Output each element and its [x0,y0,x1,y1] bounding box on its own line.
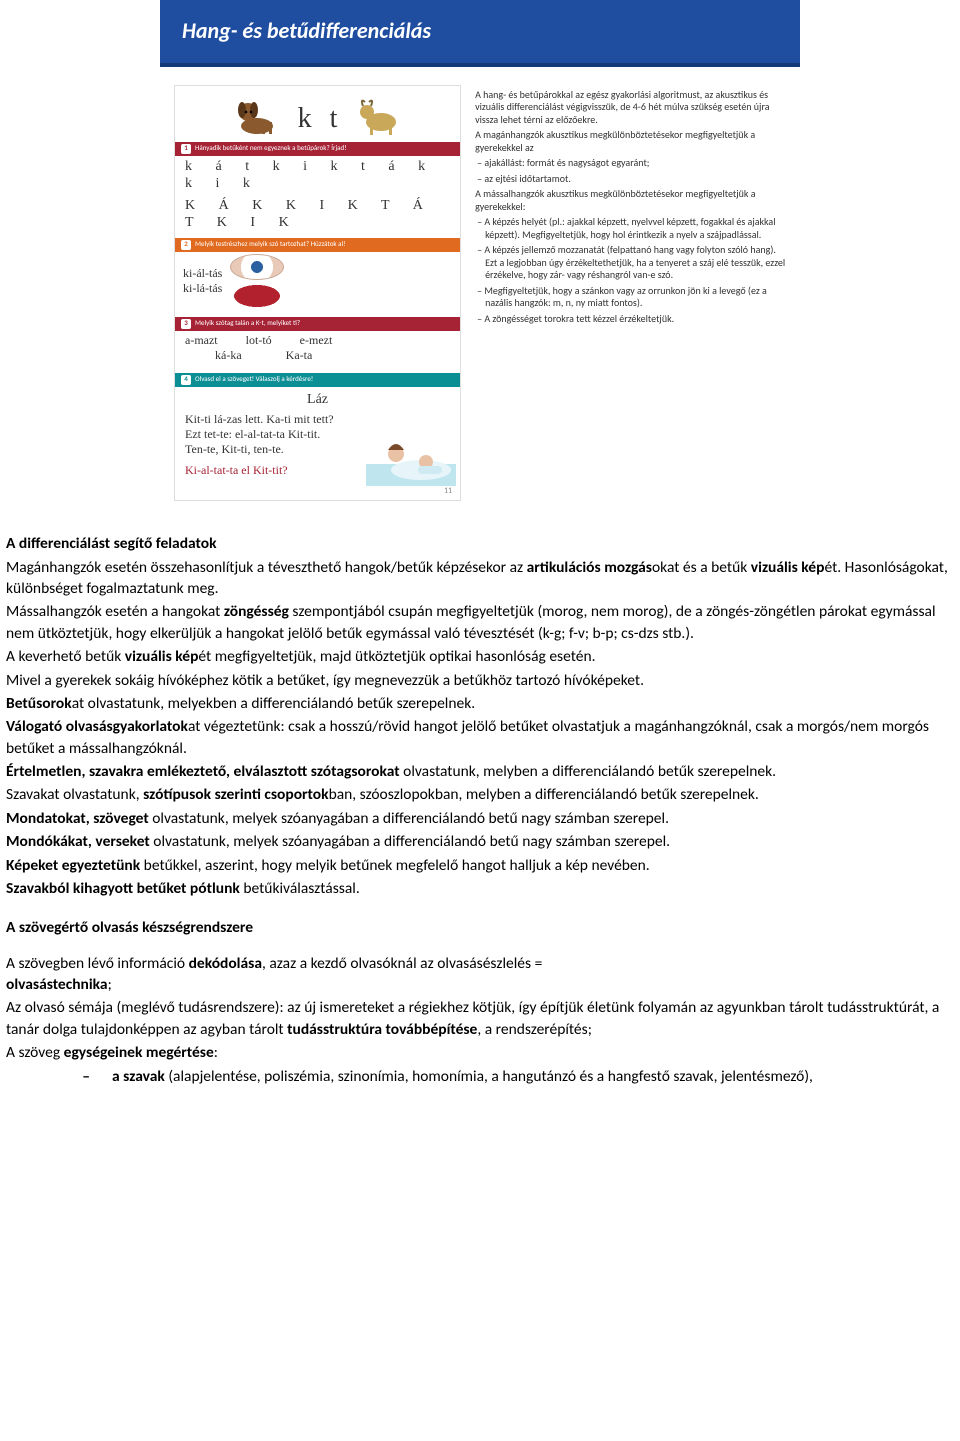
para-10: Mondókákat, verseket olvastatunk, melyek… [6,831,954,852]
br-p3t: A mássalhangzók akusztikus megkülönbözte… [475,188,786,213]
para-6: Válogató olvasásgyakorlatokat végeztetün… [6,716,954,759]
br-p3c: Megfigyeltetjük, hogy a szánkon vagy az … [475,285,786,310]
task-2: 2 Melyik testrészhez melyik szó tartozha… [175,238,460,313]
task2-body: ki-ál-tás ki-lá-tás [175,252,460,313]
task4-instruction: Olvasd el a szöveget! Válaszolj a kérdés… [195,375,313,384]
bullet-list: – a szavak (alapjelentése, poliszémia, s… [76,1066,954,1087]
task2-num: 2 [181,240,191,250]
task4-bar: 4 Olvasd el a szöveget! Válaszolj a kérd… [175,373,460,387]
task2-instruction: Melyik testrészhez melyik szó tartozhat?… [195,240,345,249]
br-p1: A hang- és betűpárokkal az egész gyakorl… [475,89,786,127]
syllable-2: ki-lá-tás [183,281,222,296]
q-para-3: A szöveg egységeinek megértése: [6,1042,954,1063]
t3w2: lot-tó [246,333,272,348]
task4-num: 4 [181,375,191,385]
bullet-dash-icon: – [76,1066,90,1087]
q-para-1: A szövegben lévő információ dekódolása, … [6,953,954,996]
textbook-figure: Hang- és betűdifferenciálás k t [160,0,800,515]
task3-num: 3 [181,319,191,329]
t3w4: ká-ka [215,348,242,363]
bullet-text: a szavak (alapjelentése, poliszémia, szi… [112,1066,954,1087]
story-title: Láz [185,391,450,409]
t3w1: a-mazt [185,333,218,348]
task-3: 3 Melyik szótag talán a K-t, melyiket ti… [175,317,460,369]
children-illustration-icon [366,426,456,486]
br-p2b: az ejtési időtartamot. [475,173,786,186]
banner: Hang- és betűdifferenciálás [160,0,800,67]
page-number: 11 [175,486,460,500]
eye-icon [230,254,284,280]
syllable-1: ki-ál-tás [183,266,222,281]
para-12: Szavakból kihagyott betűket pótlunk betű… [6,878,954,899]
para-7: Értelmetlen, szavakra emlékeztető, elvál… [6,761,954,782]
task3-instruction: Melyik szótag talán a K-t, melyiket ti? [195,319,300,328]
book-page: k t 1 Hányadik betűként nem egyeznek a b… [160,67,800,516]
para-4: Mivel a gyerekek sokáig hívóképhez kötik… [6,670,954,691]
lips-icon [230,283,284,309]
goat-icon [355,92,401,136]
para-9: Mondatokat, szöveget olvastatunk, melyek… [6,808,954,829]
para-11: Képeket egyeztetünk betűkkel, aszerint, … [6,855,954,876]
book-right-text: A hang- és betűpárokkal az egész gyakorl… [475,85,786,502]
para-5: Betűsorokat olvastatunk, melyekben a dif… [6,693,954,714]
task2-bar: 2 Melyik testrészhez melyik szó tartozha… [175,238,460,252]
task3-bar: 3 Melyik szótag talán a K-t, melyiket ti… [175,317,460,331]
big-letter-t: t [330,101,338,136]
br-p3d: A zöngésséget torokra tett kézzel érzéke… [475,313,786,326]
task4-body: Láz Kit-ti lá-zas lett. Ka-ti mit tett? … [175,387,460,487]
task1-bar: 1 Hányadik betűként nem egyeznek a betűp… [175,142,460,156]
para-2: Mássalhangzók esetén a hangokat zöngéssé… [6,601,954,644]
task1-num: 1 [181,144,191,154]
big-letter-k: k [298,101,312,136]
task3-body: a-mazt lot-tó e-mezt ká-ka Ka-ta [175,331,460,369]
t3w3: e-mezt [300,333,333,348]
main-body: A differenciálást segítő feladatok Magán… [0,533,960,1087]
section-title: A differenciálást segítő feladatok [6,533,954,554]
task1-instruction: Hányadik betűként nem egyeznek a betűpár… [195,144,346,153]
task-4: 4 Olvasd el a szöveget! Válaszolj a kérd… [175,373,460,487]
para-1: Magánhangzók esetén összehasonlítjuk a t… [6,557,954,600]
story-line1: Kit-ti lá-zas lett. Ka-ti mit tett? [185,412,450,427]
task-1: 1 Hányadik betűként nem egyeznek a betűp… [175,142,460,234]
br-p3b: A képzés jellemző mozzanatát (felpattanó… [475,244,786,282]
br-p3a: A képzés helyét (pl.: ajakkal képzett, n… [475,216,786,241]
dog-icon [234,92,280,136]
task1-row1: k á t k i k t á k k i k [175,156,460,195]
para-8: Szavakat olvastatunk, szótípusok szerint… [6,784,954,805]
br-p2a: ajakállást: formát és nagyságot egyaránt… [475,157,786,170]
q-para-2: Az olvasó sémája (meglévő tudásrendszere… [6,997,954,1040]
book-left-page: k t 1 Hányadik betűként nem egyeznek a b… [174,85,461,502]
subheading: A szövegértő olvasás készségrendszere [6,917,954,938]
para-3: A keverhető betűk vizuális képét megfigy… [6,646,954,667]
task1-row2: K Á K K I K T Á T K I K [175,195,460,234]
br-p2t: A magánhangzók akusztikus megkülönböztet… [475,129,786,154]
bullet-item: – a szavak (alapjelentése, poliszémia, s… [76,1066,954,1087]
banner-title: Hang- és betűdifferenciálás [182,17,431,44]
t3w5: Ka-ta [286,348,313,363]
letter-header-row: k t [175,86,460,138]
